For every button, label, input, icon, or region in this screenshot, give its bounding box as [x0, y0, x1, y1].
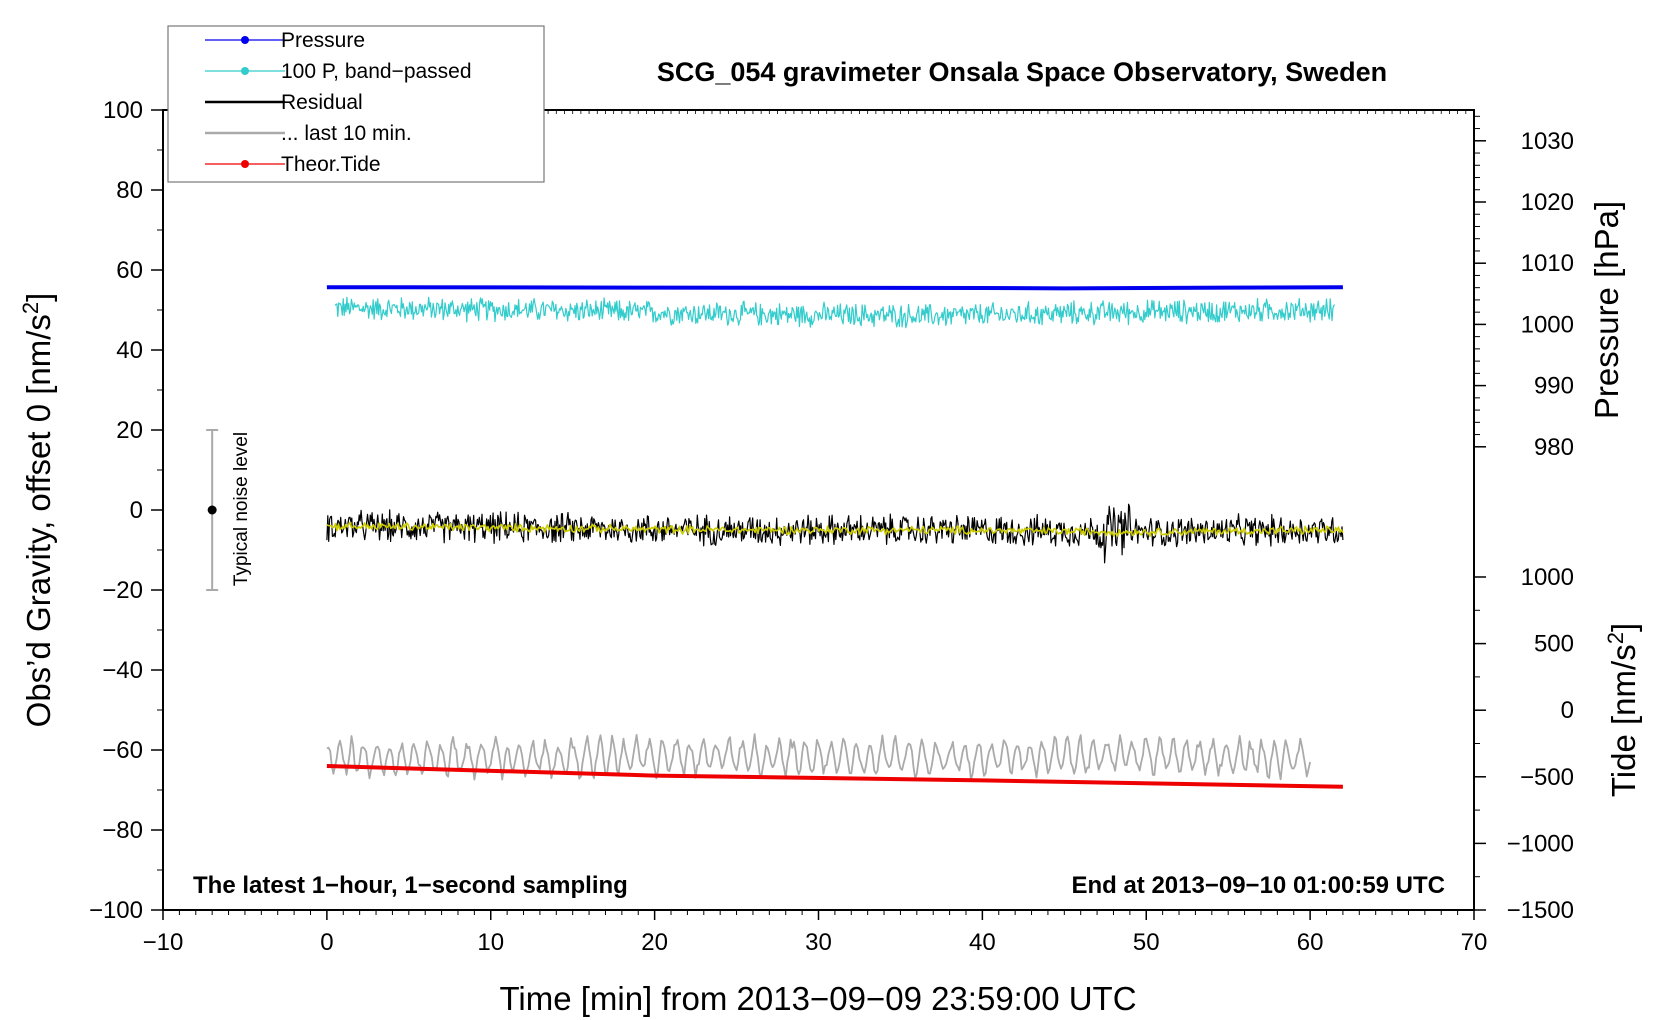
y-tick-label: 0: [130, 497, 143, 524]
y-axis-title-tide: Tide [nm/s2]: [1603, 623, 1642, 797]
x-tick-label: 40: [969, 929, 996, 956]
legend-label: 100 P, band−passed: [281, 60, 472, 83]
series-pressure: [326, 285, 1343, 291]
x-tick-label: 10: [477, 929, 504, 956]
legend-swatch-marker: [241, 36, 249, 44]
x-tick-label: 50: [1133, 929, 1160, 956]
x-tick-label: 0: [320, 929, 333, 956]
y-tick-label: −100: [89, 897, 143, 924]
y-tick-label: 100: [103, 97, 143, 124]
x-tick-label: 20: [641, 929, 668, 956]
x-tick-label: −10: [143, 929, 184, 956]
x-tick-label: 30: [805, 929, 832, 956]
chart-title: SCG_054 gravimeter Onsala Space Observat…: [657, 57, 1387, 87]
x-tick-label: 70: [1461, 929, 1488, 956]
series-100-p-band-passed: [334, 296, 1336, 329]
legend-label: Theor.Tide: [281, 153, 381, 176]
y-tick-label: −20: [102, 577, 143, 604]
plot-area: [162, 109, 1475, 911]
series-last-10-min: [326, 733, 1311, 781]
legend-swatch-marker: [241, 67, 249, 75]
y-tick-label: 80: [116, 177, 143, 204]
x-tick-label: 60: [1297, 929, 1324, 956]
noise-level-label: Typical noise level: [231, 432, 252, 586]
pressure-tick-label: 990: [1534, 373, 1574, 400]
y-tick-label: 60: [116, 257, 143, 284]
tide-axis-ticks: −1500 −1000 −500 0 500 1000: [1474, 564, 1574, 924]
pressure-axis-ticks: 980 990 1000 1010 1020 1030: [1474, 115, 1574, 461]
legend: Pressure 100 P, band−passed Residual ... la…: [167, 25, 545, 183]
series-theor-tide: [326, 764, 1343, 789]
y-tick-label: −80: [102, 817, 143, 844]
tide-tick-label: −1000: [1507, 830, 1574, 857]
pressure-tick-label: 980: [1534, 434, 1574, 461]
legend-label: Pressure: [281, 29, 365, 52]
tide-tick-label: 0: [1561, 697, 1574, 724]
noise-bar-center-dot: [207, 505, 217, 515]
pressure-tick-label: 1000: [1521, 311, 1574, 338]
annotation-sampling: The latest 1−hour, 1−second sampling: [193, 872, 628, 899]
y-tick-label: 20: [116, 417, 143, 444]
annotation-end-time: End at 2013−09−10 01:00:59 UTC: [1071, 872, 1445, 899]
pressure-tick-label: 1020: [1521, 189, 1574, 216]
legend-swatch-marker: [241, 160, 249, 168]
tide-tick-label: 500: [1534, 631, 1574, 658]
tide-tick-label: 1000: [1521, 564, 1574, 591]
series-layer: [326, 285, 1344, 789]
legend-box: [167, 25, 545, 183]
y-axis-title-left: Obs’d Gravity, offset 0 [nm/s2]: [18, 293, 57, 728]
series-residual-smoothed: [326, 521, 1344, 538]
y-axis-title-pressure: Pressure [hPa]: [1588, 201, 1625, 419]
noise-level-bar: [206, 429, 219, 591]
legend-label: Residual: [281, 91, 363, 114]
y-tick-label: −40: [102, 657, 143, 684]
y-tick-label: 40: [116, 337, 143, 364]
pressure-tick-label: 1030: [1521, 128, 1574, 155]
legend-label: ... last 10 min.: [281, 122, 412, 145]
y-tick-label: −60: [102, 737, 143, 764]
tide-tick-label: −500: [1520, 764, 1574, 791]
x-axis-title: Time [min] from 2013−09−09 23:59:00 UTC: [499, 980, 1136, 1017]
tide-tick-label: −1500: [1507, 897, 1574, 924]
y-axis-ticks: −100 −80 −60 −40 −20 0 20 40 60 80 100: [89, 97, 163, 924]
pressure-tick-label: 1010: [1521, 250, 1574, 277]
